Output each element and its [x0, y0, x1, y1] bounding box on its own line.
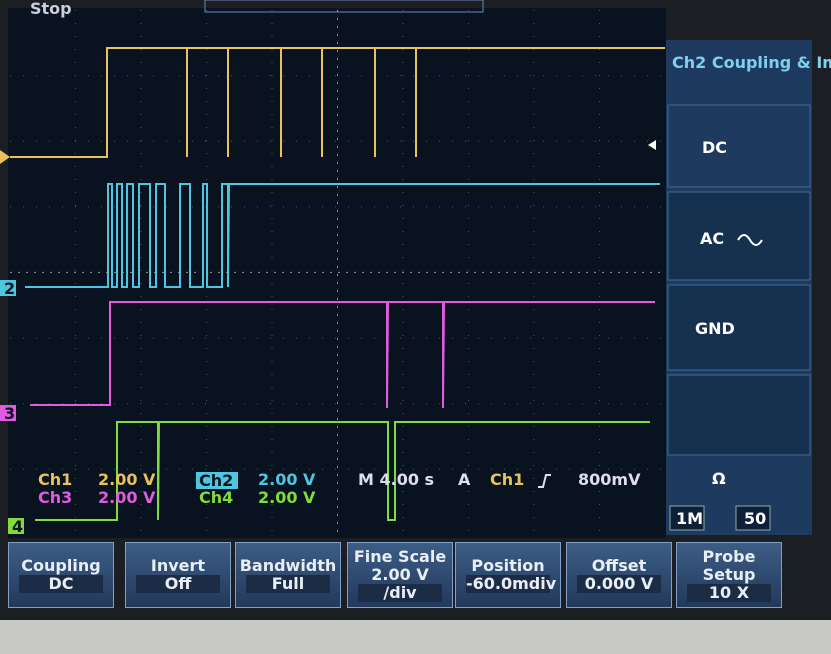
impedance-symbol: Ω — [712, 469, 726, 488]
ac-button[interactable] — [668, 192, 810, 280]
ac-option[interactable]: AC — [700, 229, 724, 248]
ch1-name: Ch1 — [38, 470, 72, 489]
ch3-marker-label: 3 — [4, 404, 15, 423]
impedance-1m-label[interactable]: 1M — [676, 509, 703, 528]
empty-button[interactable] — [668, 375, 810, 455]
gnd-option[interactable]: GND — [695, 319, 735, 338]
timebase: M 4.00 s — [358, 470, 434, 489]
ch3-name: Ch3 — [38, 488, 72, 507]
ch2-marker-label: 2 — [4, 279, 15, 298]
menu-text[interactable]: DC — [19, 575, 103, 593]
menu-button[interactable]: Position-60.0mdiv — [455, 542, 561, 608]
gnd-button[interactable] — [668, 285, 810, 370]
ch2-scale: 2.00 V — [258, 470, 316, 489]
trigger-level: 800mV — [578, 470, 641, 489]
menu-text[interactable]: -60.0mdiv — [466, 575, 550, 593]
dc-option[interactable]: DC — [702, 138, 727, 157]
side-menu-title-text: Ch2 Coupling & Impedance — [672, 53, 831, 72]
impedance-50-label[interactable]: 50 — [744, 509, 766, 528]
menu-text[interactable]: 0.000 V — [577, 575, 661, 593]
menu-text[interactable]: 10 X — [687, 584, 771, 602]
menu-text[interactable]: Probe — [677, 548, 781, 566]
status: Stop — [30, 0, 72, 18]
trigger-mode: A — [458, 470, 471, 489]
menu-text[interactable]: Fine Scale — [348, 548, 452, 566]
menu-text[interactable]: Position — [456, 557, 560, 575]
ch1-scale: 2.00 V — [98, 470, 156, 489]
menu-text[interactable]: Bandwidth — [236, 557, 340, 575]
menu-text[interactable]: Off — [136, 575, 220, 593]
ch4-name: Ch4 — [199, 488, 233, 507]
ch4-marker-label: 4 — [12, 517, 23, 536]
side-menu-title: Ch2 Coupling & Impedance — [672, 53, 831, 72]
menu-text[interactable]: Setup — [677, 566, 781, 584]
dc-button[interactable] — [668, 105, 810, 187]
page: Stop 2 3 4 Ch1 2.00 V Ch3 2.00 V Ch2 2.0… — [0, 0, 831, 654]
menu-text[interactable]: Full — [246, 575, 330, 593]
ch3-scale: 2.00 V — [98, 488, 156, 507]
menu-text[interactable]: Offset — [567, 557, 671, 575]
menu-text[interactable]: Coupling — [9, 557, 113, 575]
menu-text[interactable]: /div — [358, 584, 442, 602]
trigger-source: Ch1 — [490, 470, 524, 489]
ch4-scale: 2.00 V — [258, 488, 316, 507]
menu-text[interactable]: 2.00 V — [348, 566, 452, 584]
scope-screen: Stop 2 3 4 Ch1 2.00 V Ch3 2.00 V Ch2 2.0… — [0, 0, 831, 620]
menu-text[interactable]: Invert — [126, 557, 230, 575]
